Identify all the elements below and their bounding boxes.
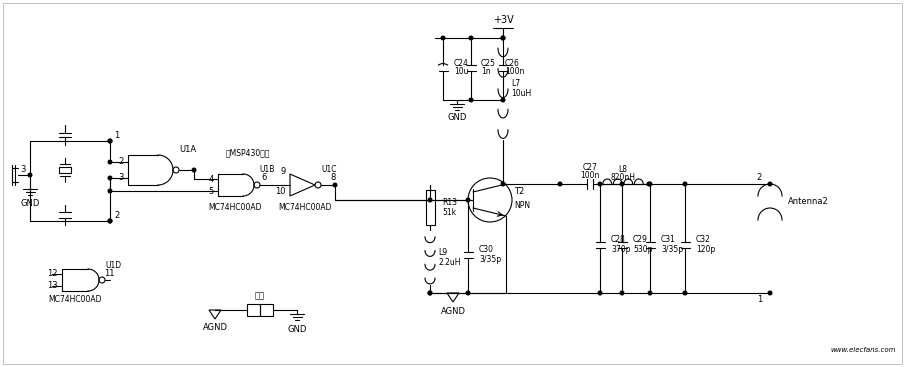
Text: C27: C27 bbox=[583, 164, 597, 172]
Text: 13: 13 bbox=[47, 281, 58, 291]
Circle shape bbox=[28, 173, 32, 177]
Text: 2.2uH: 2.2uH bbox=[438, 258, 461, 267]
Circle shape bbox=[768, 291, 772, 295]
Circle shape bbox=[466, 198, 470, 202]
Text: 12: 12 bbox=[47, 269, 58, 279]
Text: L7: L7 bbox=[511, 79, 520, 87]
Text: 100n: 100n bbox=[505, 68, 524, 76]
Text: 3: 3 bbox=[119, 174, 124, 182]
Circle shape bbox=[598, 291, 602, 295]
Circle shape bbox=[466, 291, 470, 295]
Text: 10u: 10u bbox=[454, 68, 469, 76]
Text: NPN: NPN bbox=[514, 200, 530, 210]
Text: www.elecfans.com: www.elecfans.com bbox=[830, 347, 896, 353]
Circle shape bbox=[109, 219, 112, 223]
Circle shape bbox=[109, 219, 112, 223]
Circle shape bbox=[598, 182, 602, 186]
Text: 3/35p: 3/35p bbox=[661, 244, 683, 254]
Text: +3V: +3V bbox=[492, 15, 513, 25]
Text: C30: C30 bbox=[479, 246, 494, 254]
Circle shape bbox=[648, 182, 652, 186]
Text: C25: C25 bbox=[481, 58, 496, 68]
Text: GND: GND bbox=[447, 113, 467, 123]
Circle shape bbox=[428, 291, 432, 295]
Text: L9: L9 bbox=[438, 248, 447, 257]
Text: 6: 6 bbox=[262, 172, 267, 182]
Text: R13: R13 bbox=[442, 198, 457, 207]
Text: MC74HC00AD: MC74HC00AD bbox=[278, 203, 332, 212]
Circle shape bbox=[428, 198, 432, 202]
Text: 9: 9 bbox=[281, 167, 286, 175]
Circle shape bbox=[501, 36, 505, 40]
Circle shape bbox=[469, 36, 472, 40]
Circle shape bbox=[109, 189, 112, 193]
Circle shape bbox=[620, 182, 624, 186]
Text: AGND: AGND bbox=[203, 323, 227, 333]
Text: 5: 5 bbox=[209, 186, 214, 196]
Text: 530p: 530p bbox=[633, 244, 653, 254]
Text: 3/35p: 3/35p bbox=[479, 254, 501, 264]
Text: L8: L8 bbox=[618, 166, 627, 174]
Text: U1D: U1D bbox=[105, 261, 121, 269]
Text: 120p: 120p bbox=[696, 244, 715, 254]
Circle shape bbox=[428, 291, 432, 295]
Text: 100n: 100n bbox=[580, 171, 600, 179]
Text: MC74HC00AD: MC74HC00AD bbox=[48, 295, 101, 305]
Circle shape bbox=[648, 291, 652, 295]
Circle shape bbox=[683, 182, 687, 186]
Text: 3: 3 bbox=[20, 166, 25, 174]
Text: 2: 2 bbox=[757, 174, 762, 182]
Text: 2: 2 bbox=[114, 211, 119, 219]
Text: MC74HC00AD: MC74HC00AD bbox=[208, 203, 262, 212]
Circle shape bbox=[192, 168, 195, 172]
Circle shape bbox=[469, 98, 472, 102]
Circle shape bbox=[109, 139, 112, 143]
Bar bbox=[425, 190, 434, 225]
Bar bbox=[59, 167, 71, 173]
Circle shape bbox=[501, 36, 505, 40]
Circle shape bbox=[501, 182, 505, 186]
Text: GND: GND bbox=[287, 326, 307, 334]
Text: 1: 1 bbox=[114, 131, 119, 139]
Text: U1A: U1A bbox=[179, 145, 196, 155]
Circle shape bbox=[442, 36, 444, 40]
Text: C24: C24 bbox=[454, 58, 469, 68]
Text: 11: 11 bbox=[104, 269, 114, 277]
Text: C26: C26 bbox=[505, 58, 519, 68]
Circle shape bbox=[683, 291, 687, 295]
Text: GND: GND bbox=[20, 199, 40, 207]
Text: 4: 4 bbox=[209, 174, 214, 184]
Text: 8: 8 bbox=[330, 172, 336, 182]
Circle shape bbox=[109, 139, 112, 143]
Text: 1n: 1n bbox=[481, 68, 491, 76]
Circle shape bbox=[558, 182, 562, 186]
Text: U1B: U1B bbox=[259, 164, 274, 174]
Text: 2: 2 bbox=[119, 157, 124, 167]
Text: U1C: U1C bbox=[321, 164, 337, 174]
Text: 370p: 370p bbox=[611, 244, 631, 254]
Text: 820nH: 820nH bbox=[611, 172, 635, 182]
Text: 磁珠: 磁珠 bbox=[255, 291, 265, 301]
Text: C32: C32 bbox=[696, 236, 710, 244]
Text: C28: C28 bbox=[611, 236, 625, 244]
Text: AGND: AGND bbox=[441, 306, 465, 316]
Circle shape bbox=[109, 160, 112, 164]
Text: T2: T2 bbox=[514, 188, 524, 196]
Bar bbox=[260, 304, 273, 316]
Text: 接MSP430接口: 接MSP430接口 bbox=[225, 149, 271, 157]
Circle shape bbox=[620, 291, 624, 295]
Circle shape bbox=[768, 182, 772, 186]
Bar bbox=[247, 304, 260, 316]
Text: C29: C29 bbox=[633, 236, 648, 244]
Text: Antenna2: Antenna2 bbox=[788, 197, 829, 207]
Circle shape bbox=[647, 182, 651, 186]
Text: C31: C31 bbox=[661, 236, 676, 244]
Text: 10: 10 bbox=[275, 186, 286, 196]
Circle shape bbox=[333, 183, 337, 187]
Circle shape bbox=[501, 98, 505, 102]
Text: 51k: 51k bbox=[442, 208, 456, 217]
Text: 10uH: 10uH bbox=[511, 90, 531, 98]
Text: 1: 1 bbox=[757, 294, 762, 304]
Circle shape bbox=[109, 176, 112, 180]
